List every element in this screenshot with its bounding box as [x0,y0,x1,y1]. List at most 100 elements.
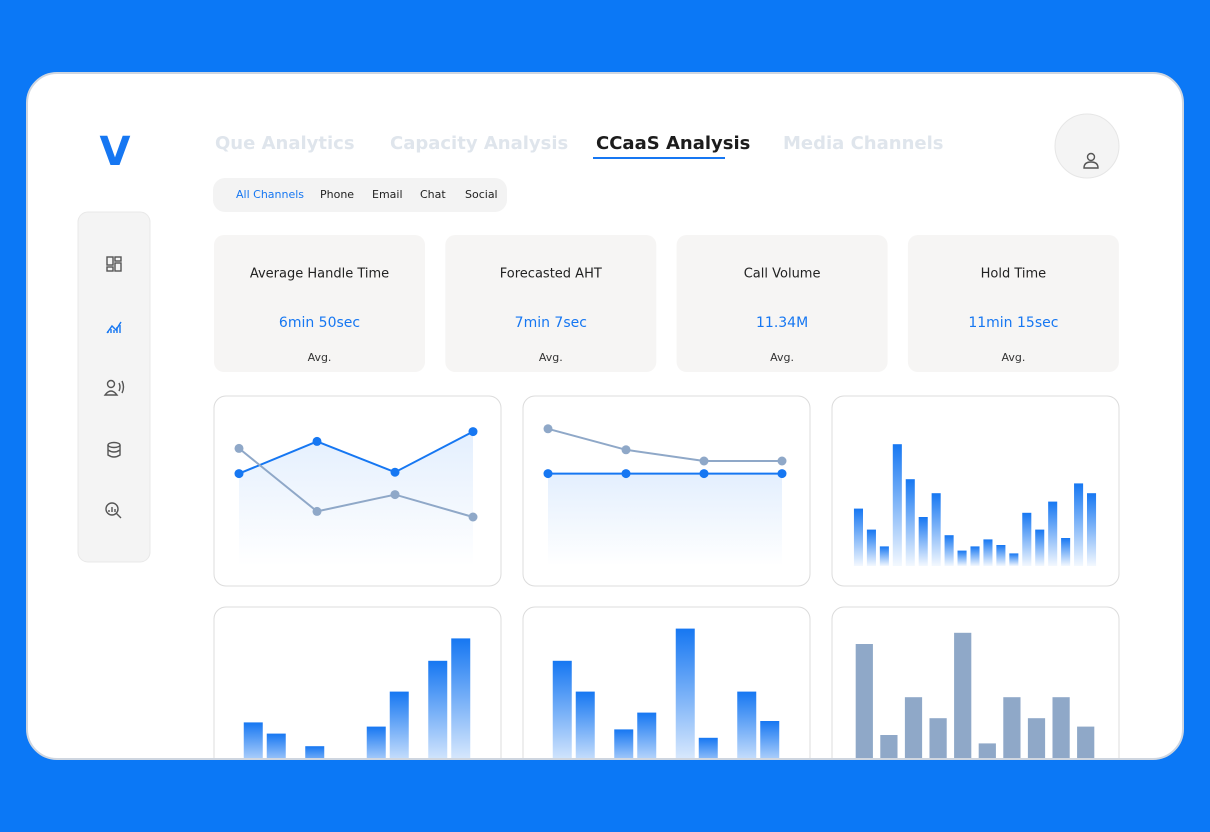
bar [1003,697,1021,759]
bar [978,743,996,759]
bar [1027,718,1046,759]
bar [905,479,915,566]
bar [760,721,780,759]
kpi-title: Forecasted AHT [500,267,602,282]
filter[interactable]: Social [465,188,498,201]
bar [451,638,471,759]
line-point [312,506,322,516]
bar [1009,553,1019,566]
bar [1077,726,1095,759]
bar [1061,538,1071,566]
line-point [234,443,244,453]
line-point [777,456,787,466]
bar [575,691,595,759]
tab[interactable]: Que Analytics [215,133,355,154]
line-area [239,431,473,566]
filter-bar [213,178,507,212]
line-point [234,469,244,479]
bar [737,691,757,759]
filter[interactable]: Chat [420,188,446,201]
line-point [621,445,631,455]
nav-analytics[interactable] [106,321,122,334]
bar [1086,493,1097,566]
sidebar [77,211,151,563]
filter[interactable]: Email [372,188,403,201]
nav-agents[interactable] [103,379,125,396]
bar [1052,697,1070,759]
bar [1074,483,1084,566]
line [238,447,474,518]
active-tab-underline [593,157,725,159]
bar [1048,501,1058,566]
bar [853,508,864,566]
kpi-note: Avg. [770,351,794,364]
kpi-title: Average Handle Time [250,267,389,282]
bar [892,444,902,566]
line-point [312,436,322,446]
line-point [390,467,400,477]
card-border [26,72,1184,760]
filter[interactable]: Phone [320,188,354,201]
kpi-title: Call Volume [744,267,821,282]
bar [698,737,718,759]
bar [944,535,954,566]
bar [266,733,286,759]
avatar-icon [1086,152,1096,162]
nav-database[interactable] [107,441,121,458]
kpi-value: 11.34M [756,315,808,331]
chart-panel [831,606,1120,759]
bar [954,632,972,759]
kpi-note: Avg. [539,351,563,364]
kpi-card [214,235,425,372]
avatar-icon [1083,161,1099,169]
chart-panel [831,395,1120,587]
bar [428,660,448,759]
bar [904,697,923,759]
bar [957,550,967,566]
logo: V [100,129,131,175]
bar [996,545,1006,566]
bar [970,546,980,566]
nav-dashboard[interactable] [106,256,122,272]
bar [1022,512,1032,566]
kpi-value: 7min 7sec [515,315,587,331]
line-point [468,512,478,522]
bar [983,539,993,566]
kpi-note: Avg. [1001,351,1025,364]
bar [866,529,876,566]
line-point [543,469,553,479]
bar [879,546,889,566]
bar [243,722,263,759]
line-point [390,490,400,500]
bar [931,493,941,566]
tab[interactable]: CCaaS Analysis [596,133,750,154]
bar [880,735,898,759]
tab[interactable]: Capacity Analysis [390,133,568,154]
kpi-card [907,235,1119,372]
content: V Que Analytics Capacity Analysis CCaaS An… [77,113,1120,759]
kpi-value: 6min 50sec [279,315,360,331]
kpi-note: Avg. [308,351,332,364]
nav-search[interactable] [105,502,122,519]
line-area [548,473,782,566]
line [547,427,782,462]
bar [675,628,695,759]
bar [614,729,634,759]
bar [855,644,873,759]
line-point [699,469,709,479]
filter[interactable]: All Channels [236,188,304,201]
bar [1035,529,1045,566]
avatar[interactable] [1054,113,1120,179]
bar [305,746,325,759]
line-point [777,469,787,479]
bar [918,517,928,566]
tab[interactable]: Media Channels [783,133,943,154]
kpi-title: Hold Time [981,267,1047,282]
line-point [699,456,709,466]
line-point [543,424,553,434]
kpi-card [676,235,888,372]
bar [929,718,947,759]
kpi-value: 11min 15sec [968,315,1058,331]
bar [637,712,657,759]
